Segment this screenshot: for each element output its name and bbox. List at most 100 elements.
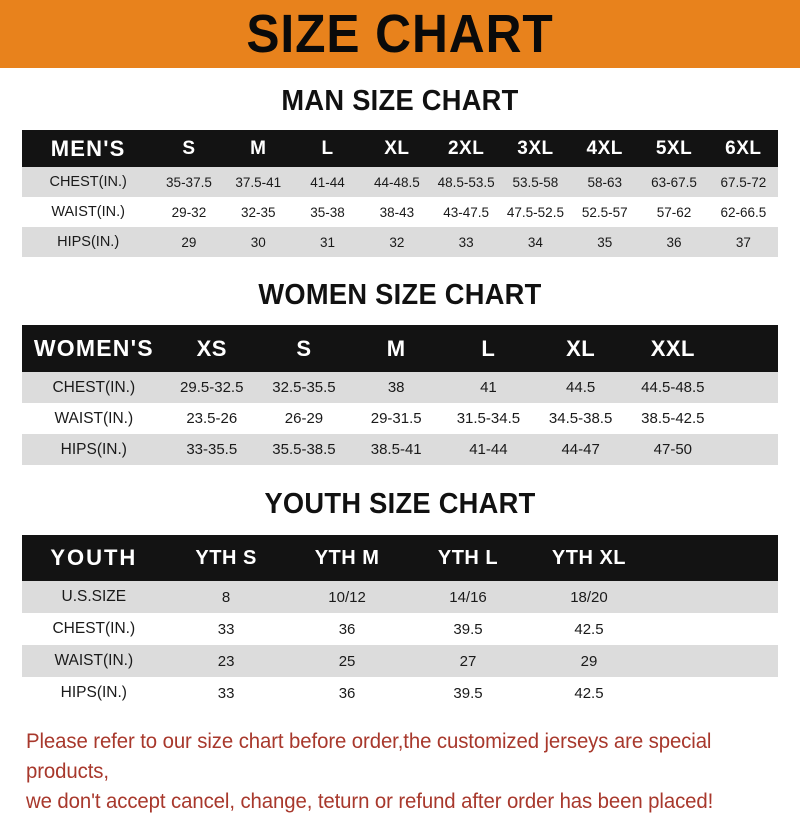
women-measurement-cell: 26-29: [284, 410, 324, 427]
youth-row-label: HIPS(IN.): [60, 684, 127, 701]
men-measurement-cell: 43-47.5: [443, 204, 490, 220]
women-table-body: CHEST(IN.) 29.5-32.5 32.5-35.5 38 41 44.5 44.5…: [22, 372, 778, 465]
women-header-spacer: [719, 325, 778, 372]
men-measurement-cell: 35-37.5: [166, 174, 212, 190]
women-row-label: WAIST(IN.): [54, 409, 134, 427]
women-size-header: XL: [566, 335, 596, 361]
order-policy-line-1: Please refer to our size chart before or…: [26, 730, 712, 783]
men-measurement-cell: 34: [527, 234, 543, 250]
women-measurement-cell: 38: [387, 379, 405, 396]
men-measurement-cell: 53.5-58: [512, 174, 559, 190]
men-measurement-cell: 29: [181, 234, 197, 250]
youth-table-row: WAIST(IN.) 23 25 27 29: [22, 645, 778, 677]
man-size-section: MAN SIZE CHART MEN'S S M L XL 2XL 3XL 4XL 5XL 6XL…: [0, 87, 800, 257]
youth-size-header: YTH S: [195, 546, 257, 569]
men-table-row: CHEST(IN.) 35-37.5 37.5-41 41-44 44-48.5 48.5…: [22, 167, 778, 197]
youth-size-header: YTH M: [314, 546, 380, 569]
man-header-row: MEN'S S M L XL 2XL 3XL 4XL 5XL 6XL: [22, 130, 778, 167]
women-table-row: CHEST(IN.) 29.5-32.5 32.5-35.5 38 41 44.5 44.5…: [22, 372, 778, 403]
youth-section-title: YOUTH SIZE CHART: [264, 488, 536, 520]
youth-table-body: U.S.SIZE 8 10/12 14/16 18/20 CHEST(IN.) 33 36 39…: [22, 581, 778, 709]
men-measurement-cell: 63-67.5: [651, 174, 697, 190]
youth-measurement-cell: 8: [221, 588, 231, 606]
youth-measurement-cell: 33: [217, 684, 235, 702]
women-measurement-cell: 34.5-38.5: [548, 410, 613, 427]
youth-measurement-cell: 39.5: [453, 684, 483, 702]
women-cell-spacer: [719, 372, 778, 403]
women-size-section: WOMEN SIZE CHART WOMEN'S XS S M L XL XXL CHEST…: [0, 281, 800, 465]
men-size-header: 5XL: [655, 137, 693, 159]
men-row-label: HIPS(IN.): [57, 234, 120, 250]
men-measurement-cell: 35: [597, 234, 613, 250]
women-measurement-cell: 31.5-34.5: [456, 410, 521, 427]
men-measurement-cell: 31: [320, 234, 336, 250]
youth-header-row: YOUTH YTH S YTH M YTH L YTH XL: [22, 535, 778, 581]
youth-size-header: YTH L: [437, 546, 499, 569]
women-measurement-cell: 33-35.5: [186, 441, 238, 458]
youth-measurement-cell: 29: [580, 652, 598, 670]
youth-measurement-cell: 33: [217, 620, 235, 638]
men-table-row: HIPS(IN.) 29 30 31 32 33 34 35 36 37: [22, 227, 778, 257]
men-measurement-cell: 36: [666, 234, 682, 250]
women-measurement-cell: 44.5-48.5: [641, 379, 705, 396]
youth-size-section: YOUTH SIZE CHART YOUTH YTH S YTH M YTH L YTH…: [0, 490, 800, 709]
youth-row-label: WAIST(IN.): [54, 652, 134, 669]
men-size-header: 4XL: [586, 137, 623, 159]
women-size-header: XS: [196, 335, 227, 361]
men-measurement-cell: 35-38: [310, 204, 345, 220]
man-size-table: MEN'S S M L XL 2XL 3XL 4XL 5XL 6XL CHEST(IN.) 35-3…: [22, 130, 778, 257]
women-measurement-cell: 44.5: [566, 379, 596, 396]
youth-table-row: HIPS(IN.) 33 36 39.5 42.5: [22, 677, 778, 709]
youth-measurement-cell: 36: [338, 684, 356, 702]
women-measurement-cell: 29-31.5: [370, 410, 422, 427]
women-row-label: CHEST(IN.): [52, 378, 136, 396]
men-measurement-cell: 48.5-53.5: [437, 174, 495, 190]
youth-measurement-cell: 42.5: [574, 684, 604, 702]
women-measurement-cell: 38.5-41: [370, 441, 422, 458]
men-measurement-cell: 57-62: [656, 204, 692, 220]
men-size-header: 3XL: [517, 137, 554, 159]
women-table-head: WOMEN'S XS S M L XL XXL: [22, 325, 778, 372]
women-header-row: WOMEN'S XS S M L XL XXL: [22, 325, 778, 372]
men-measurement-cell: 41-44: [310, 174, 345, 190]
women-measurement-cell: 35.5-38.5: [272, 441, 336, 458]
man-table-head: MEN'S S M L XL 2XL 3XL 4XL 5XL 6XL: [22, 130, 778, 167]
youth-measurement-cell: 42.5: [574, 620, 604, 638]
men-size-header: L: [321, 137, 334, 159]
men-measurement-cell: 32-35: [240, 204, 276, 220]
order-policy-note: Please refer to our size chart before or…: [0, 727, 800, 817]
men-measurement-cell: 67.5-72: [720, 174, 767, 190]
order-policy-line-2: we don't accept cancel, change, teturn o…: [26, 790, 714, 813]
youth-measurement-cell: 23: [217, 652, 235, 670]
youth-table-row: U.S.SIZE 8 10/12 14/16 18/20: [22, 581, 778, 613]
men-table-row: WAIST(IN.) 29-32 32-35 35-38 38-43 43-47.5 47.…: [22, 197, 778, 227]
women-measurement-cell: 47-50: [653, 441, 693, 458]
youth-header-spacer: [649, 535, 778, 581]
women-size-header: S: [296, 335, 312, 361]
women-measurement-cell: 29.5-32.5: [180, 379, 244, 396]
men-row-label: CHEST(IN.): [49, 174, 127, 190]
women-row-label: HIPS(IN.): [60, 440, 127, 458]
men-size-header: 2XL: [447, 137, 485, 159]
youth-measurement-cell: 25: [338, 652, 356, 670]
women-measurement-cell: 23.5-26: [186, 410, 238, 427]
youth-size-table: YOUTH YTH S YTH M YTH L YTH XL U.S.SIZE 8 10/1…: [22, 535, 778, 709]
women-measurement-cell: 41-44: [469, 441, 508, 458]
youth-measurement-cell: 27: [459, 652, 477, 670]
men-corner-label: MEN'S: [50, 135, 126, 161]
youth-cell-spacer: [649, 645, 778, 677]
youth-size-header: YTH XL: [551, 546, 627, 569]
men-measurement-cell: 44-48.5: [373, 174, 420, 190]
men-measurement-cell: 37: [735, 234, 751, 250]
youth-cell-spacer: [649, 613, 778, 645]
men-measurement-cell: 62-66.5: [720, 204, 767, 220]
women-cell-spacer: [719, 403, 778, 434]
men-measurement-cell: 58-63: [587, 174, 622, 190]
women-table-row: HIPS(IN.) 33-35.5 35.5-38.5 38.5-41 41-44 44-…: [22, 434, 778, 465]
women-measurement-cell: 38.5-42.5: [641, 410, 705, 427]
youth-table-row: CHEST(IN.) 33 36 39.5 42.5: [22, 613, 778, 645]
men-size-header: S: [182, 137, 196, 159]
men-measurement-cell: 47.5-52.5: [506, 204, 564, 220]
youth-measurement-cell: 10/12: [328, 588, 366, 606]
